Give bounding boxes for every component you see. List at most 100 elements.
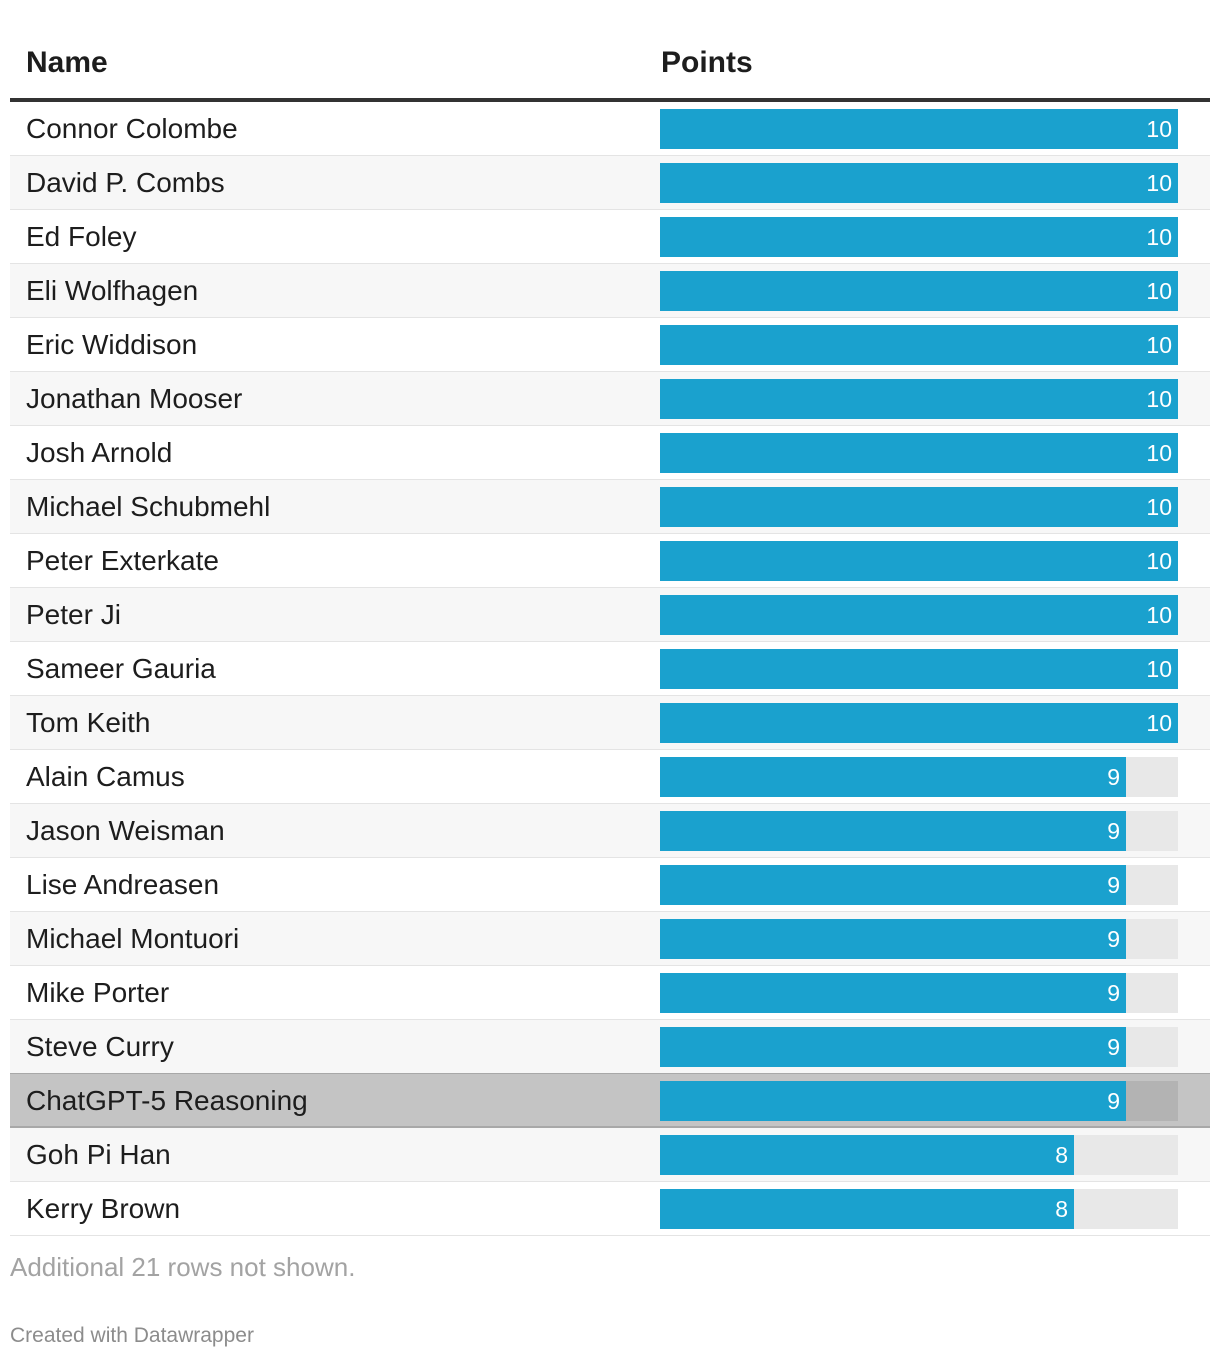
bar: 10 — [660, 487, 1178, 527]
bar-value-label: 9 — [1107, 980, 1120, 1006]
bar-track: 9 — [660, 973, 1178, 1013]
table-row: Eli Wolfhagen 10 — [10, 264, 1210, 318]
bar-value-label: 10 — [1146, 440, 1172, 466]
bar-track: 10 — [660, 325, 1178, 365]
bar-track: 10 — [660, 487, 1178, 527]
table-row: Eric Widdison 10 — [10, 318, 1210, 372]
table-row: Sameer Gauria 10 — [10, 642, 1210, 696]
bar: 10 — [660, 649, 1178, 689]
bar-value-label: 9 — [1107, 818, 1120, 844]
bar-value-label: 10 — [1146, 278, 1172, 304]
row-name: Connor Colombe — [26, 113, 238, 144]
table-row: Josh Arnold 10 — [10, 426, 1210, 480]
table-row: David P. Combs 10 — [10, 156, 1210, 210]
bar: 8 — [660, 1189, 1074, 1229]
bar-value-label: 9 — [1107, 1034, 1120, 1060]
bar: 9 — [660, 1081, 1126, 1121]
table-row: ChatGPT-5 Reasoning 9 — [10, 1073, 1210, 1128]
bar-track: 9 — [660, 1081, 1178, 1121]
bar-value-label: 10 — [1146, 386, 1172, 412]
bar-track: 10 — [660, 595, 1178, 635]
bar: 8 — [660, 1135, 1074, 1175]
row-name: Sameer Gauria — [26, 653, 216, 684]
bar: 10 — [660, 109, 1178, 149]
row-name: Lise Andreasen — [26, 869, 220, 900]
bar: 10 — [660, 703, 1178, 743]
table-row: Kerry Brown 8 — [10, 1182, 1210, 1236]
bar-value-label: 9 — [1107, 926, 1120, 952]
bar-value-label: 10 — [1146, 548, 1172, 574]
bar-value-label: 10 — [1146, 224, 1172, 250]
bar-track: 10 — [660, 379, 1178, 419]
table-row: Jason Weisman 9 — [10, 804, 1210, 858]
table-row: Peter Exterkate 10 — [10, 534, 1210, 588]
bar-value-label: 9 — [1107, 764, 1120, 790]
bar: 10 — [660, 433, 1178, 473]
bar: 9 — [660, 811, 1126, 851]
row-name: Michael Schubmehl — [26, 491, 271, 522]
column-header-points[interactable]: Points — [661, 46, 753, 79]
rows-not-shown-note: Additional 21 rows not shown. — [10, 1252, 356, 1282]
datawrapper-credit[interactable]: Created with Datawrapper — [10, 1324, 254, 1347]
bar-value-label: 9 — [1107, 872, 1120, 898]
bar-value-label: 8 — [1055, 1196, 1068, 1222]
bar: 9 — [660, 757, 1126, 797]
bar-track: 10 — [660, 703, 1178, 743]
row-name: Josh Arnold — [26, 437, 173, 468]
table-row: Goh Pi Han 8 — [10, 1128, 1210, 1182]
bar-track: 8 — [660, 1189, 1178, 1229]
bar: 10 — [660, 595, 1178, 635]
bar-value-label: 10 — [1146, 602, 1172, 628]
table-row: Ed Foley 10 — [10, 210, 1210, 264]
table-row: Michael Schubmehl 10 — [10, 480, 1210, 534]
bar-track: 8 — [660, 1135, 1178, 1175]
table-row: Lise Andreasen 9 — [10, 858, 1210, 912]
row-name: Eric Widdison — [26, 329, 198, 360]
bar: 10 — [660, 163, 1178, 203]
table-row: Alain Camus 9 — [10, 750, 1210, 804]
bar-track: 10 — [660, 541, 1178, 581]
bar-value-label: 10 — [1146, 494, 1172, 520]
bar: 10 — [660, 541, 1178, 581]
row-name: Alain Camus — [26, 761, 185, 792]
bar: 9 — [660, 865, 1126, 905]
row-name: Jonathan Mooser — [26, 383, 243, 414]
bar: 9 — [660, 973, 1126, 1013]
row-name: Peter Ji — [26, 599, 121, 630]
bar: 10 — [660, 271, 1178, 311]
row-name: David P. Combs — [26, 167, 225, 198]
row-name: Michael Montuori — [26, 923, 240, 954]
bar-track: 10 — [660, 649, 1178, 689]
table-row: Connor Colombe 10 — [10, 102, 1210, 156]
bar-value-label: 10 — [1146, 170, 1172, 196]
row-name: Kerry Brown — [26, 1193, 181, 1224]
row-name: Jason Weisman — [26, 815, 225, 846]
bar-value-label: 10 — [1146, 332, 1172, 358]
table-row: Jonathan Mooser 10 — [10, 372, 1210, 426]
row-name: Eli Wolfhagen — [26, 275, 199, 306]
table-row: Michael Montuori 9 — [10, 912, 1210, 966]
bar: 10 — [660, 217, 1178, 257]
table-row: Steve Curry 9 — [10, 1020, 1210, 1074]
bar-track: 10 — [660, 109, 1178, 149]
bar: 9 — [660, 919, 1126, 959]
row-name: Steve Curry — [26, 1031, 174, 1062]
table-header: Name Points — [10, 40, 1210, 102]
row-name: Ed Foley — [26, 221, 137, 252]
bar-track: 10 — [660, 433, 1178, 473]
row-name: Tom Keith — [26, 707, 151, 738]
row-name: ChatGPT-5 Reasoning — [26, 1085, 308, 1116]
bar-value-label: 10 — [1146, 710, 1172, 736]
bar-track: 9 — [660, 1027, 1178, 1067]
bar: 10 — [660, 325, 1178, 365]
bar-track: 10 — [660, 217, 1178, 257]
column-header-name[interactable]: Name — [26, 46, 108, 79]
bar-value-label: 10 — [1146, 656, 1172, 682]
bar-track: 9 — [660, 865, 1178, 905]
bar-value-label: 9 — [1107, 1088, 1120, 1114]
table-row: Tom Keith 10 — [10, 696, 1210, 750]
bar-track: 9 — [660, 757, 1178, 797]
bar-track: 10 — [660, 271, 1178, 311]
row-name: Mike Porter — [26, 977, 170, 1008]
table-row: Mike Porter 9 — [10, 966, 1210, 1020]
